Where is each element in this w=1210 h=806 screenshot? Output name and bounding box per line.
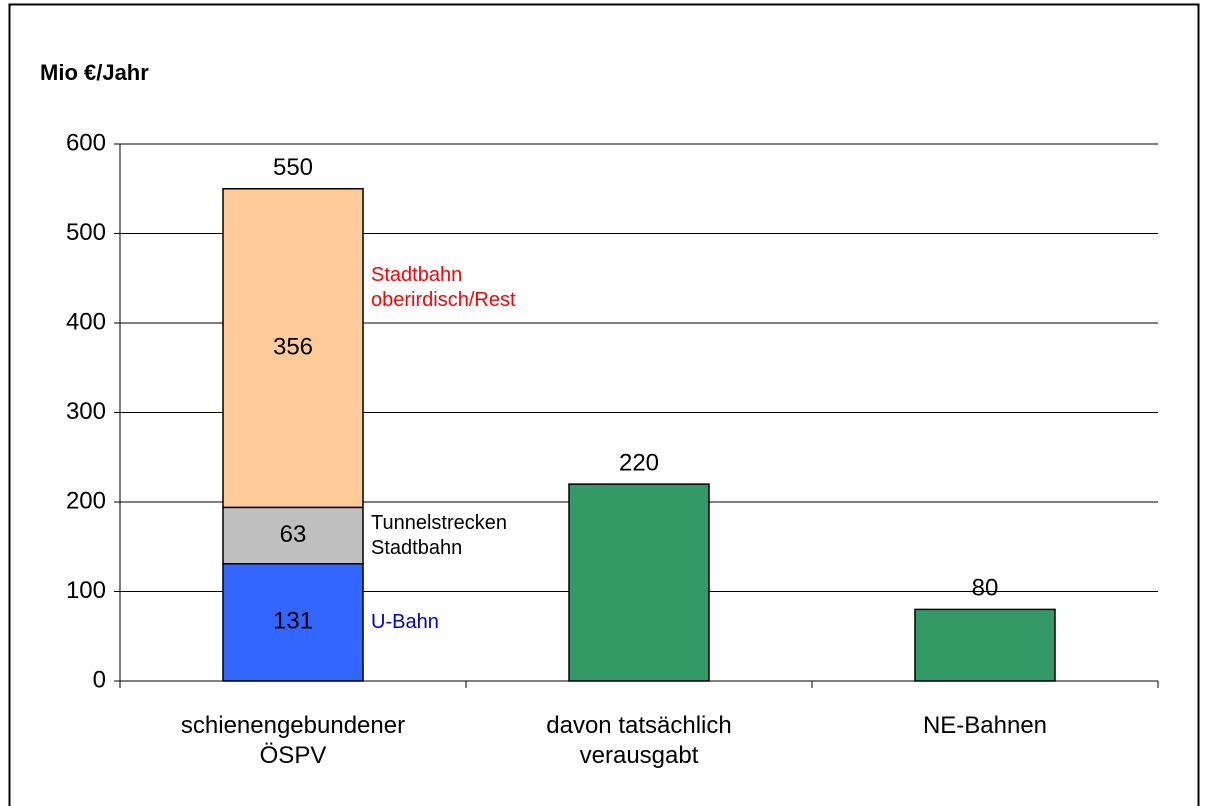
bar-segment (222, 506, 364, 565)
segment-label: 356 (273, 333, 313, 360)
total-label: 550 (273, 154, 313, 181)
segment-label: 131 (273, 608, 313, 635)
total-label: 80 (972, 575, 999, 602)
y-tick-label: 600 (66, 129, 106, 156)
y-tick-label: 500 (66, 219, 106, 246)
frame (8, 3, 1200, 806)
y-tick-label: 400 (66, 308, 106, 335)
y-tick-label: 300 (66, 398, 106, 425)
x-tick-label: davon tatsächlich verausgabt (546, 712, 732, 769)
y-tick-label: 0 (93, 666, 106, 693)
total-label: 220 (619, 449, 659, 476)
bar-segment (568, 483, 710, 682)
bar-segment (914, 608, 1056, 682)
series-label: U-Bahn (371, 610, 439, 633)
x-tick-label: NE-Bahnen (922, 712, 1048, 739)
segment-label: 63 (280, 521, 307, 548)
series-label: Tunnelstrecken Stadtbahn (371, 511, 507, 559)
series-label: Stadtbahn oberirdisch/Rest (371, 264, 516, 312)
x-tick-label: schienengebundener ÖSPV (180, 712, 406, 769)
bar-segment (222, 188, 364, 509)
y-tick-label: 200 (66, 487, 106, 514)
y-axis-label: Mio €/Jahr (40, 60, 149, 85)
y-tick-label: 100 (66, 577, 106, 604)
